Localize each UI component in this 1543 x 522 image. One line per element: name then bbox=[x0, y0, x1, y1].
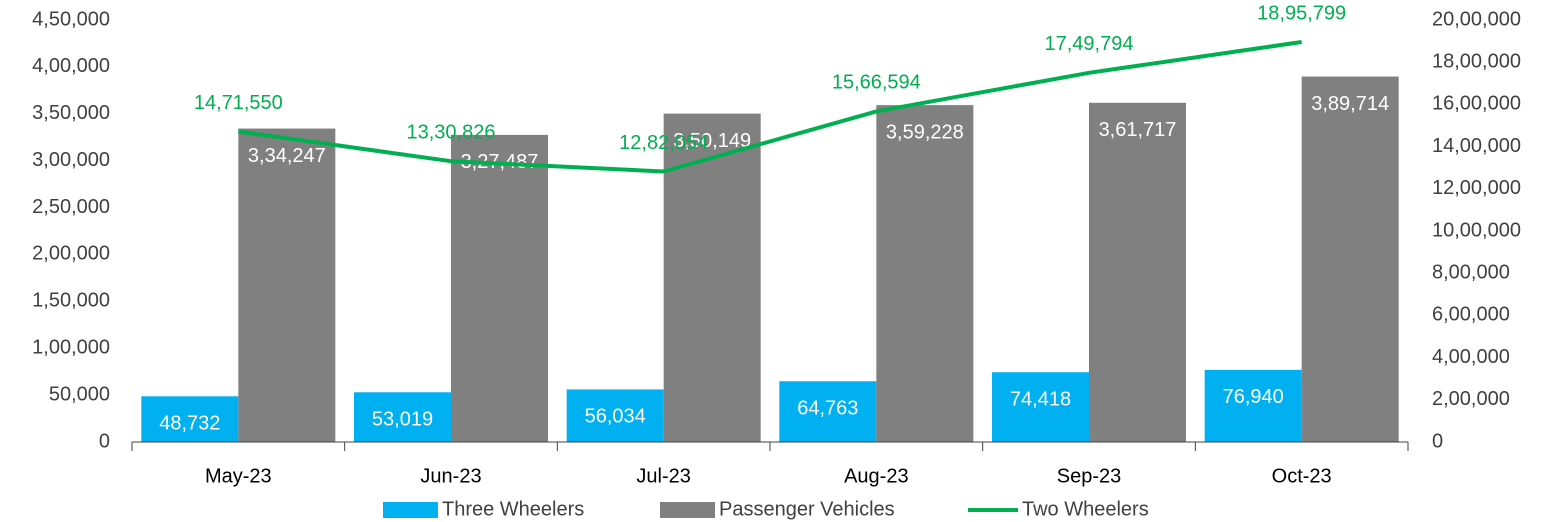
y2-tick-label: 18,00,000 bbox=[1432, 50, 1521, 72]
line bbox=[238, 40, 1302, 174]
x-tick-label: Jun-23 bbox=[420, 465, 481, 487]
bar bbox=[141, 396, 239, 442]
y-tick-label: 50,000 bbox=[49, 383, 110, 405]
legend-label: Passenger Vehicles bbox=[719, 498, 895, 520]
data-label: 13,30,826 bbox=[407, 121, 496, 143]
legend-swatch bbox=[383, 502, 438, 518]
y2-tick-label: 6,00,000 bbox=[1432, 304, 1510, 326]
data-label: 56,034 bbox=[585, 406, 646, 428]
data-label: 17,49,794 bbox=[1045, 33, 1134, 55]
data-label: 18,95,799 bbox=[1257, 2, 1346, 24]
y2-tick-label: 20,00,000 bbox=[1432, 8, 1521, 30]
y2-tick-label: 14,00,000 bbox=[1432, 135, 1521, 157]
bar bbox=[1204, 369, 1302, 442]
y2-tick-label: 8,00,000 bbox=[1432, 261, 1510, 283]
y2-tick-label: 10,00,000 bbox=[1432, 219, 1521, 241]
data-label: 15,66,594 bbox=[832, 72, 921, 94]
bar bbox=[566, 389, 664, 442]
y-tick-label: 1,50,000 bbox=[32, 290, 110, 312]
y2-tick-label: 2,00,000 bbox=[1432, 388, 1510, 410]
y2-tick-label: 0 bbox=[1432, 430, 1443, 452]
y2-tick-label: 12,00,000 bbox=[1432, 177, 1521, 199]
y-tick-label: 4,00,000 bbox=[32, 55, 110, 77]
x-tick-label: Oct-23 bbox=[1272, 465, 1332, 487]
y2-tick-label: 4,00,000 bbox=[1432, 346, 1510, 368]
y-tick-label: 0 bbox=[99, 430, 110, 452]
bar bbox=[992, 372, 1089, 442]
bar bbox=[1301, 76, 1399, 442]
data-label: 12,82,054 bbox=[619, 132, 708, 154]
x-tick-label: May-23 bbox=[205, 465, 272, 487]
x-tick-label: Sep-23 bbox=[1057, 465, 1122, 487]
data-label: 48,732 bbox=[159, 413, 220, 435]
y-tick-label: 4,50,000 bbox=[32, 8, 110, 30]
data-label: 53,019 bbox=[372, 409, 433, 431]
bar bbox=[451, 134, 548, 443]
bar bbox=[1089, 102, 1186, 443]
data-label: 3,50,149 bbox=[673, 130, 751, 152]
x-tick-label: Aug-23 bbox=[844, 465, 909, 487]
legend-label: Three Wheelers bbox=[442, 498, 584, 520]
data-label: 3,59,228 bbox=[886, 121, 964, 143]
data-label: 74,418 bbox=[1010, 388, 1071, 410]
y-tick-label: 3,50,000 bbox=[32, 102, 110, 124]
y-tick-label: 2,50,000 bbox=[32, 196, 110, 218]
x-tick-label: Jul-23 bbox=[636, 465, 690, 487]
data-label: 3,61,717 bbox=[1099, 119, 1177, 141]
data-label: 3,89,714 bbox=[1311, 93, 1389, 115]
legend-label: Two Wheelers bbox=[1022, 498, 1149, 520]
data-label: 14,71,550 bbox=[194, 92, 283, 114]
bar bbox=[663, 113, 761, 442]
bar bbox=[876, 105, 974, 442]
legend-swatch bbox=[660, 502, 715, 518]
y-tick-label: 1,00,000 bbox=[32, 337, 110, 359]
data-label: 64,763 bbox=[797, 398, 858, 420]
y-tick-label: 3,00,000 bbox=[32, 149, 110, 171]
y-tick-label: 2,00,000 bbox=[32, 243, 110, 265]
bar bbox=[238, 128, 336, 442]
bar bbox=[779, 381, 877, 442]
y2-tick-label: 16,00,000 bbox=[1432, 93, 1521, 115]
bar bbox=[354, 392, 451, 442]
data-label: 76,940 bbox=[1223, 386, 1284, 408]
data-label: 3,34,247 bbox=[248, 145, 326, 167]
